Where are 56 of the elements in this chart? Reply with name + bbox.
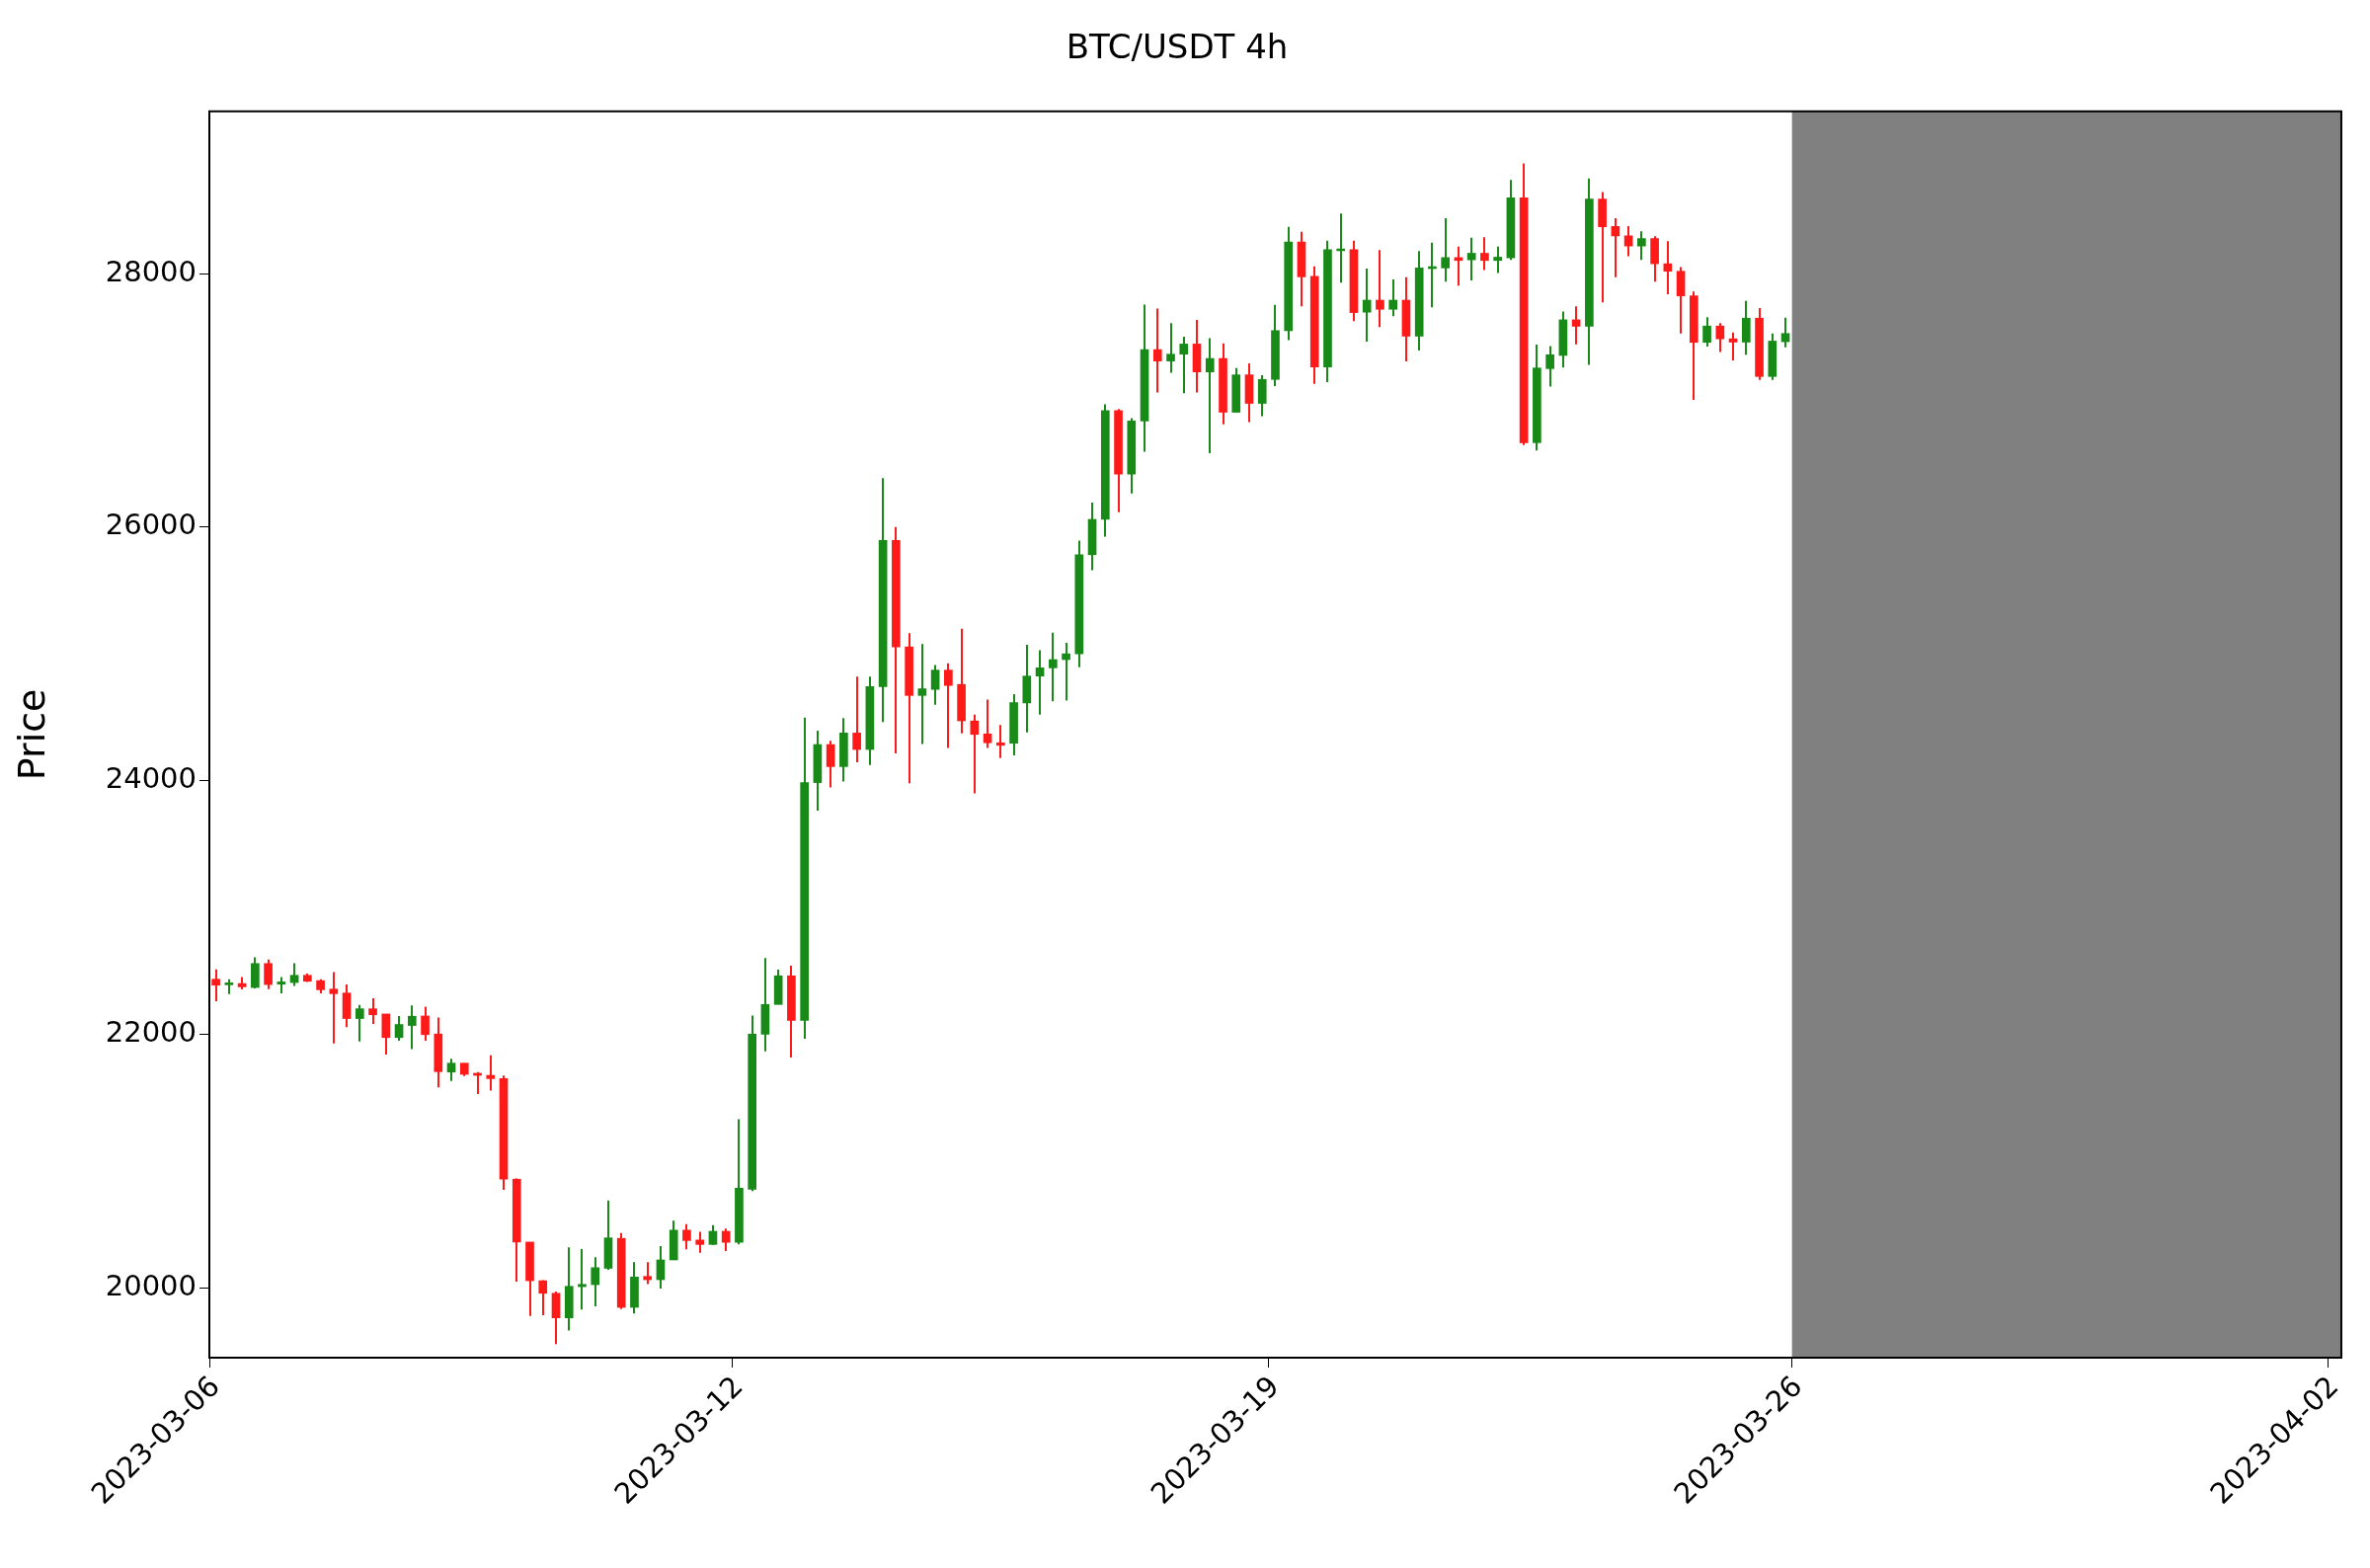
candlestick: [446, 1058, 456, 1082]
y-tick-label: 22000: [105, 1015, 197, 1050]
candlestick: [368, 996, 377, 1025]
candlestick: [578, 1247, 587, 1311]
candlestick: [421, 1005, 430, 1043]
candlestick: [1388, 278, 1398, 318]
candlestick: [289, 962, 299, 987]
candlestick: [486, 1054, 496, 1092]
candlestick: [1179, 336, 1189, 395]
candlestick: [721, 1227, 731, 1253]
candlestick: [1715, 322, 1725, 353]
candlestick: [970, 713, 980, 795]
candlestick: [930, 664, 940, 706]
y-tick-label: 28000: [105, 254, 197, 288]
candlestick: [1702, 316, 1711, 349]
candlestick: [643, 1261, 653, 1286]
candlestick: [852, 675, 861, 763]
candlestick: [329, 971, 339, 1045]
candlestick: [591, 1256, 600, 1307]
candlestick: [264, 958, 273, 990]
candlestick: [1728, 331, 1738, 361]
candlestick: [1048, 631, 1058, 703]
candlestick: [682, 1222, 691, 1251]
chart-title: BTC/USDT 4h: [1066, 27, 1289, 67]
candlestick: [917, 643, 927, 745]
candlestick: [211, 968, 220, 1002]
candlestick: [1062, 642, 1070, 702]
candlestick: [1035, 649, 1045, 716]
y-tick-label: 20000: [105, 1268, 197, 1302]
candlestick: [355, 1003, 364, 1043]
candlestick: [1571, 305, 1581, 346]
candlestick: [1152, 307, 1162, 394]
candlestick: [1166, 322, 1175, 374]
candlestick: [996, 724, 1005, 759]
candlestick: [1376, 249, 1384, 329]
candlestick: [708, 1223, 718, 1246]
candlestick: [1493, 245, 1502, 274]
candlestick: [1545, 345, 1554, 388]
candlestick: [826, 740, 835, 789]
candlestick: [1480, 236, 1489, 272]
candlestick: [394, 1014, 404, 1043]
candlestick: [1441, 216, 1450, 283]
y-tick-label: 26000: [105, 508, 197, 542]
candlestick: [944, 662, 953, 749]
candlestick: [1637, 230, 1646, 262]
candlestick: [407, 1004, 417, 1051]
candlestick: [1205, 337, 1215, 454]
candlestick: [538, 1279, 548, 1316]
y-axis-title: Price: [9, 688, 53, 781]
candlestick: [1663, 240, 1673, 295]
y-tick-label: 24000: [105, 761, 197, 796]
candlestick: [695, 1230, 705, 1254]
candlestick: [1780, 316, 1790, 349]
candlestick: [983, 698, 992, 749]
candlestick: [1611, 216, 1620, 278]
candlestick: [1362, 268, 1372, 344]
